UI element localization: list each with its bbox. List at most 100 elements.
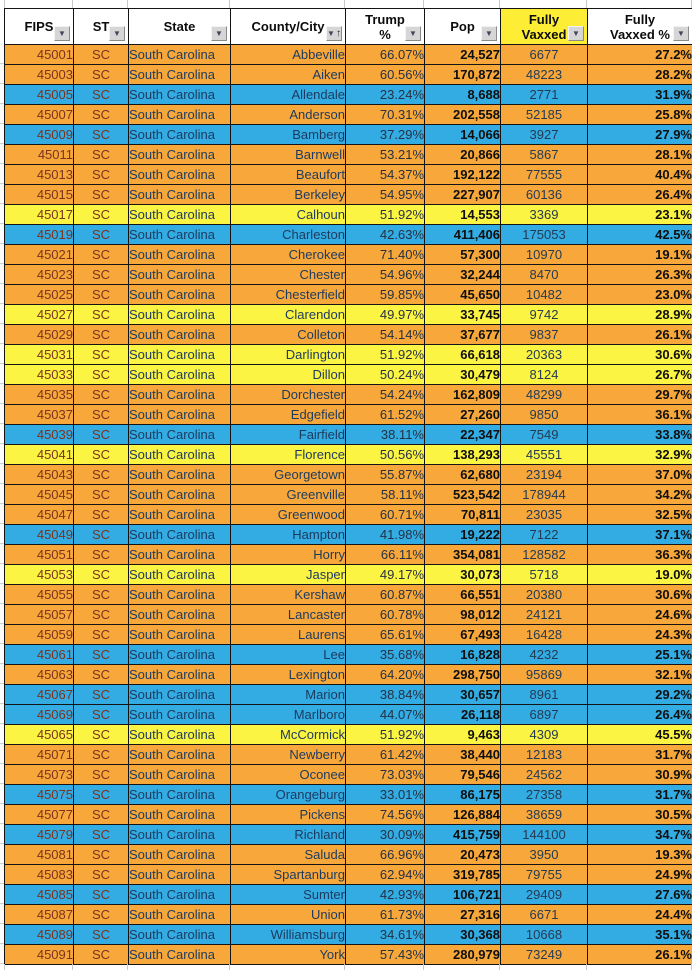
cell-state[interactable]: South Carolina — [128, 384, 231, 405]
cell-pop[interactable]: 30,657 — [424, 684, 501, 705]
cell-pop[interactable]: 192,122 — [424, 164, 501, 185]
cell-trump-pct[interactable]: 35.68% — [345, 644, 425, 665]
cell-state[interactable]: South Carolina — [128, 104, 231, 125]
cell-pop[interactable]: 138,293 — [424, 444, 501, 465]
cell-trump-pct[interactable]: 50.24% — [345, 364, 425, 385]
cell-st[interactable]: SC — [73, 384, 129, 405]
cell-state[interactable]: South Carolina — [128, 944, 231, 965]
cell-county[interactable]: Greenville — [230, 484, 346, 505]
cell-vaxxed[interactable]: 45551 — [500, 444, 588, 465]
cell-vaxxed-pct[interactable]: 28.2% — [587, 64, 692, 85]
cell-fips[interactable]: 45025 — [4, 284, 74, 305]
cell-fips[interactable]: 45045 — [4, 484, 74, 505]
cell-trump-pct[interactable]: 33.01% — [345, 784, 425, 805]
st-filter-button[interactable]: ▼ — [109, 26, 125, 41]
cell-county[interactable]: Hampton — [230, 524, 346, 545]
cell-pop[interactable]: 62,680 — [424, 464, 501, 485]
cell-trump-pct[interactable]: 58.11% — [345, 484, 425, 505]
cell-vaxxed-pct[interactable]: 24.3% — [587, 624, 692, 645]
cell-fips[interactable]: 45071 — [4, 744, 74, 765]
cell-vaxxed-pct[interactable]: 23.1% — [587, 204, 692, 225]
cell-fips[interactable]: 45055 — [4, 584, 74, 605]
cell-trump-pct[interactable]: 42.93% — [345, 884, 425, 905]
cell-county[interactable]: Greenwood — [230, 504, 346, 525]
cell-trump-pct[interactable]: 38.84% — [345, 684, 425, 705]
cell-st[interactable]: SC — [73, 164, 129, 185]
cell-state[interactable]: South Carolina — [128, 744, 231, 765]
cell-pop[interactable]: 66,618 — [424, 344, 501, 365]
cell-vaxxed[interactable]: 29409 — [500, 884, 588, 905]
cell-pop[interactable]: 98,012 — [424, 604, 501, 625]
cell-fips[interactable]: 45007 — [4, 104, 74, 125]
cell-pop[interactable]: 298,750 — [424, 664, 501, 685]
cell-st[interactable]: SC — [73, 744, 129, 765]
cell-trump-pct[interactable]: 51.92% — [345, 724, 425, 745]
cell-vaxxed[interactable]: 8470 — [500, 264, 588, 285]
cell-pop[interactable]: 415,759 — [424, 824, 501, 845]
cell-state[interactable]: South Carolina — [128, 904, 231, 925]
cell-vaxxed-pct[interactable]: 26.3% — [587, 264, 692, 285]
cell-vaxxed[interactable]: 10970 — [500, 244, 588, 265]
cell-st[interactable]: SC — [73, 564, 129, 585]
cell-trump-pct[interactable]: 54.24% — [345, 384, 425, 405]
cell-pop[interactable]: 57,300 — [424, 244, 501, 265]
cell-st[interactable]: SC — [73, 884, 129, 905]
cell-st[interactable]: SC — [73, 184, 129, 205]
cell-fips[interactable]: 45053 — [4, 564, 74, 585]
cell-vaxxed[interactable]: 144100 — [500, 824, 588, 845]
cell-trump-pct[interactable]: 38.11% — [345, 424, 425, 445]
cell-county[interactable]: McCormick — [230, 724, 346, 745]
cell-fips[interactable]: 45061 — [4, 644, 74, 665]
cell-st[interactable]: SC — [73, 924, 129, 945]
cell-vaxxed[interactable]: 178944 — [500, 484, 588, 505]
cell-vaxxed[interactable]: 175053 — [500, 224, 588, 245]
cell-vaxxed[interactable]: 8124 — [500, 364, 588, 385]
cell-trump-pct[interactable]: 60.87% — [345, 584, 425, 605]
cell-st[interactable]: SC — [73, 44, 129, 65]
cell-st[interactable]: SC — [73, 124, 129, 145]
cell-st[interactable]: SC — [73, 324, 129, 345]
cell-fips[interactable]: 45031 — [4, 344, 74, 365]
cell-vaxxed[interactable]: 48299 — [500, 384, 588, 405]
cell-trump-pct[interactable]: 60.56% — [345, 64, 425, 85]
cell-fips[interactable]: 45017 — [4, 204, 74, 225]
cell-trump-pct[interactable]: 59.85% — [345, 284, 425, 305]
cell-trump-pct[interactable]: 42.63% — [345, 224, 425, 245]
cell-vaxxed[interactable]: 7122 — [500, 524, 588, 545]
cell-pop[interactable]: 66,551 — [424, 584, 501, 605]
cell-st[interactable]: SC — [73, 204, 129, 225]
cell-vaxxed-pct[interactable]: 27.2% — [587, 44, 692, 65]
cell-pop[interactable]: 30,479 — [424, 364, 501, 385]
cell-trump-pct[interactable]: 60.78% — [345, 604, 425, 625]
cell-vaxxed[interactable]: 79755 — [500, 864, 588, 885]
cell-state[interactable]: South Carolina — [128, 604, 231, 625]
cell-vaxxed[interactable]: 6671 — [500, 904, 588, 925]
cell-pop[interactable]: 170,872 — [424, 64, 501, 85]
cell-pop[interactable]: 45,650 — [424, 284, 501, 305]
cell-state[interactable]: South Carolina — [128, 304, 231, 325]
cell-state[interactable]: South Carolina — [128, 444, 231, 465]
cell-vaxxed-pct[interactable]: 35.1% — [587, 924, 692, 945]
cell-vaxxed-pct[interactable]: 37.1% — [587, 524, 692, 545]
cell-county[interactable]: Dillon — [230, 364, 346, 385]
cell-fips[interactable]: 45073 — [4, 764, 74, 785]
cell-st[interactable]: SC — [73, 524, 129, 545]
cell-trump-pct[interactable]: 49.97% — [345, 304, 425, 325]
cell-vaxxed[interactable]: 60136 — [500, 184, 588, 205]
cell-county[interactable]: Allendale — [230, 84, 346, 105]
cell-fips[interactable]: 45027 — [4, 304, 74, 325]
cell-vaxxed[interactable]: 7549 — [500, 424, 588, 445]
cell-vaxxed-pct[interactable]: 27.9% — [587, 124, 692, 145]
cell-pop[interactable]: 202,558 — [424, 104, 501, 125]
cell-vaxxed-pct[interactable]: 29.2% — [587, 684, 692, 705]
cell-vaxxed-pct[interactable]: 45.5% — [587, 724, 692, 745]
cell-vaxxed[interactable]: 24562 — [500, 764, 588, 785]
cell-trump-pct[interactable]: 61.42% — [345, 744, 425, 765]
cell-pop[interactable]: 16,828 — [424, 644, 501, 665]
cell-fips[interactable]: 45023 — [4, 264, 74, 285]
cell-county[interactable]: Edgefield — [230, 404, 346, 425]
cell-vaxxed-pct[interactable]: 40.4% — [587, 164, 692, 185]
cell-pop[interactable]: 106,721 — [424, 884, 501, 905]
cell-fips[interactable]: 45085 — [4, 884, 74, 905]
cell-fips[interactable]: 45013 — [4, 164, 74, 185]
